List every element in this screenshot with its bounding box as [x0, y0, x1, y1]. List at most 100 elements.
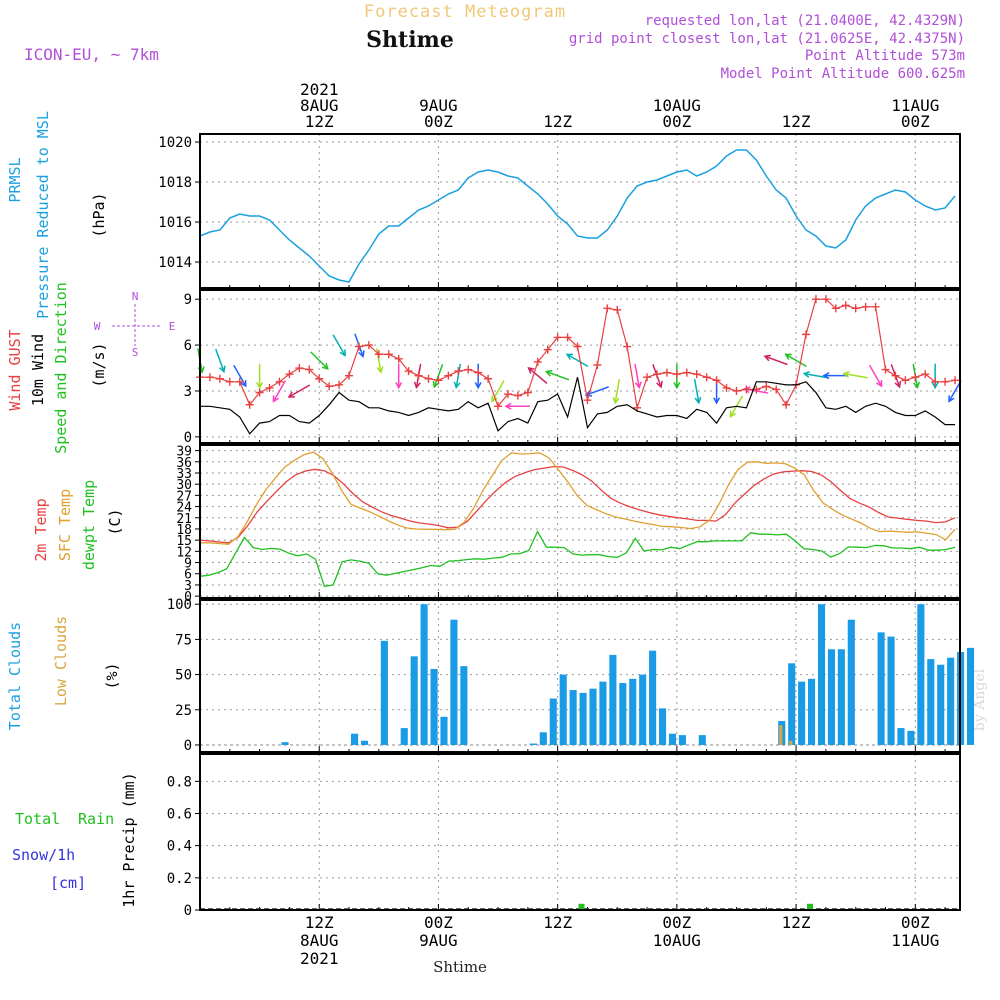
ytick-label: 6	[184, 568, 192, 583]
precip-bar	[578, 903, 585, 910]
gust-point	[692, 370, 701, 379]
wind-arrow-head	[504, 402, 512, 410]
watermark: by Angel	[972, 668, 988, 731]
gust-point	[573, 342, 582, 351]
gust-point	[782, 400, 791, 409]
bottom-time-label: 10AUG	[653, 931, 701, 950]
gust-point	[484, 374, 493, 383]
precip-snow-label: Snow/1h	[12, 846, 75, 864]
cloud-bar	[917, 604, 925, 745]
cloud-bar	[966, 647, 975, 745]
wind-arrow-head	[395, 382, 403, 390]
point-altitude: Point Altitude 573m	[805, 48, 965, 64]
cloud-bar	[549, 698, 557, 745]
bottom-time-label: 12Z	[782, 913, 811, 932]
wind-arrow	[332, 334, 346, 356]
cloud-bar	[678, 735, 686, 745]
ytick-label: 3	[184, 384, 192, 400]
bottom-time-label: 8AUG	[300, 931, 339, 950]
wind-arrow-head	[634, 381, 642, 390]
wind-arrow	[843, 372, 868, 379]
precip-bar	[807, 903, 814, 910]
wind-arrow-head	[694, 396, 702, 405]
wind-arrow-head	[673, 382, 681, 390]
ytick-label: 21	[176, 512, 192, 527]
compass-s: S	[132, 346, 139, 359]
wind-arrow-head	[565, 353, 574, 360]
ytick-label: 9	[184, 557, 192, 572]
cloud-bar	[788, 663, 796, 745]
wind-arrow-head	[876, 380, 883, 388]
wind-arrow-head	[784, 353, 792, 360]
cloud-bar	[360, 740, 369, 745]
low-cloud-bar	[789, 740, 793, 745]
ytick-label: 24	[176, 501, 192, 516]
cloud-bar	[460, 666, 468, 745]
wind-arrow	[233, 364, 247, 387]
gust-point	[325, 382, 334, 391]
precip-unit: 1hr Precip (mm)	[120, 772, 138, 907]
gust-point	[603, 304, 612, 313]
cloud-bar	[907, 730, 915, 745]
gust-point	[533, 357, 542, 366]
gust-point	[682, 368, 691, 377]
gust-point	[891, 371, 900, 380]
cloud-bar	[649, 650, 657, 745]
gust-point	[931, 377, 940, 386]
cloud-bar	[609, 654, 617, 745]
top-time-label: 12Z	[782, 112, 811, 131]
cloud-bar	[897, 728, 905, 745]
cloud-bar	[529, 743, 537, 745]
ytick-label: 0.6	[167, 807, 192, 823]
compass-w: W	[94, 320, 101, 333]
gust-point	[215, 374, 224, 383]
cloud-bar	[351, 733, 359, 745]
cloud-bar	[559, 674, 567, 745]
panel-frame	[199, 599, 961, 753]
gust-point	[583, 396, 592, 405]
gust-point	[821, 295, 830, 304]
cloud-bar	[827, 649, 835, 745]
gust-point	[623, 342, 632, 351]
gust-point	[503, 390, 512, 399]
wind-arrow	[491, 380, 505, 402]
wind-arrow	[566, 353, 589, 368]
model-label: ICON-EU, ~ 7km	[24, 45, 159, 64]
gust-point	[494, 402, 503, 411]
gust-point	[941, 377, 950, 386]
gust-point	[831, 304, 840, 313]
cloud-bar	[698, 735, 706, 745]
precip-rain-label: Rain	[78, 810, 114, 828]
panel-frame	[199, 444, 961, 599]
pressure-desc: Pressure Reduced to MSL	[34, 111, 52, 319]
wind-arrow-head	[287, 391, 295, 398]
wind-arrow-head	[272, 395, 279, 403]
gust-point	[712, 376, 721, 385]
bottom-time-label: 2021	[300, 949, 339, 968]
top-time-label: 00Z	[901, 112, 930, 131]
gust-point	[652, 370, 661, 379]
top-time-label: 8AUG	[300, 96, 339, 115]
cloud-bar	[937, 664, 945, 745]
wind-arrow-head	[931, 382, 939, 390]
clouds-total-label: Total Clouds	[6, 622, 24, 730]
cloud-bar	[887, 636, 895, 745]
gust-point	[444, 371, 453, 380]
gust-point	[851, 304, 860, 313]
top-time-label: 00Z	[662, 112, 691, 131]
ytick-label: 1016	[158, 215, 192, 231]
wind-arrow-head	[913, 381, 921, 390]
cloud-bar	[569, 690, 577, 745]
ytick-label: 18	[176, 523, 192, 538]
cloud-bar	[837, 649, 845, 745]
cloud-bar	[281, 742, 289, 745]
temp-sfc-label: SFC Temp	[56, 489, 74, 561]
gust-point	[762, 382, 771, 391]
gust-point	[841, 301, 850, 310]
cloud-bar	[440, 716, 448, 745]
bottom-time-label: 00Z	[901, 913, 930, 932]
wind-arrow-head	[656, 380, 663, 389]
cloud-bar	[400, 728, 408, 745]
gust-point	[772, 385, 781, 394]
compass-n: N	[132, 290, 139, 303]
